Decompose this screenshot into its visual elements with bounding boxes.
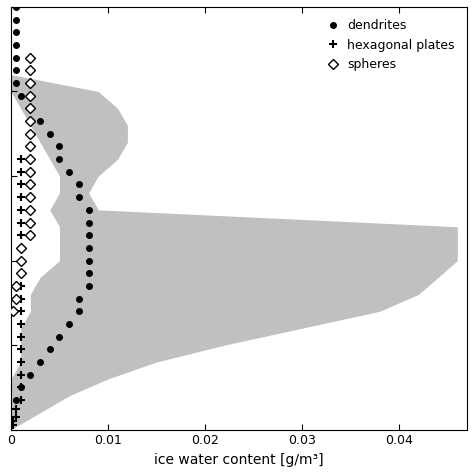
spheres [27,67,33,73]
hexagonal plates [18,372,24,377]
spheres [27,106,33,111]
spheres [27,219,33,225]
dendrites [18,93,24,99]
dendrites [37,359,43,365]
dendrites [76,182,82,187]
dendrites [27,106,33,111]
dendrites [86,258,91,264]
dendrites [76,309,82,314]
dendrites [86,283,91,289]
hexagonal plates [18,245,24,251]
spheres [27,182,33,187]
hexagonal plates [18,384,24,390]
dendrites [86,270,91,276]
hexagonal plates [18,207,24,213]
spheres [27,93,33,99]
hexagonal plates [18,194,24,200]
spheres [13,296,18,301]
spheres [18,258,24,264]
dendrites [86,232,91,238]
dendrites [56,334,62,339]
hexagonal plates [18,283,24,289]
Line: spheres: spheres [9,54,34,315]
hexagonal plates [18,182,24,187]
hexagonal plates [18,334,24,339]
spheres [27,207,33,213]
spheres [27,118,33,124]
hexagonal plates [13,414,18,420]
spheres [27,194,33,200]
hexagonal plates [18,359,24,365]
spheres [27,131,33,137]
X-axis label: ice water content [g/m³]: ice water content [g/m³] [154,453,324,467]
spheres [18,245,24,251]
dendrites [66,169,72,174]
Line: dendrites: dendrites [13,4,91,403]
dendrites [18,384,24,390]
Legend: dendrites, hexagonal plates, spheres: dendrites, hexagonal plates, spheres [319,13,461,77]
dendrites [13,80,18,86]
dendrites [13,55,18,61]
hexagonal plates [18,346,24,352]
dendrites [76,194,82,200]
dendrites [13,4,18,10]
dendrites [37,118,43,124]
hexagonal plates [18,219,24,225]
hexagonal plates [18,270,24,276]
spheres [10,309,16,314]
hexagonal plates [18,296,24,301]
hexagonal plates [10,422,16,428]
spheres [27,156,33,162]
dendrites [13,17,18,22]
dendrites [13,29,18,35]
hexagonal plates [18,258,24,264]
dendrites [66,321,72,327]
spheres [27,80,33,86]
hexagonal plates [18,156,24,162]
spheres [27,232,33,238]
hexagonal plates [18,232,24,238]
dendrites [86,245,91,251]
hexagonal plates [13,406,18,411]
spheres [27,144,33,149]
dendrites [56,144,62,149]
dendrites [56,156,62,162]
hexagonal plates [18,397,24,403]
Line: hexagonal plates: hexagonal plates [9,155,25,429]
dendrites [47,131,53,137]
dendrites [86,219,91,225]
hexagonal plates [18,309,24,314]
dendrites [13,397,18,403]
dendrites [27,372,33,377]
hexagonal plates [18,321,24,327]
hexagonal plates [18,169,24,174]
spheres [27,169,33,174]
dendrites [13,67,18,73]
spheres [13,283,18,289]
hexagonal plates [10,419,16,424]
spheres [18,270,24,276]
dendrites [47,346,53,352]
spheres [27,55,33,61]
dendrites [86,207,91,213]
dendrites [13,42,18,48]
dendrites [76,296,82,301]
